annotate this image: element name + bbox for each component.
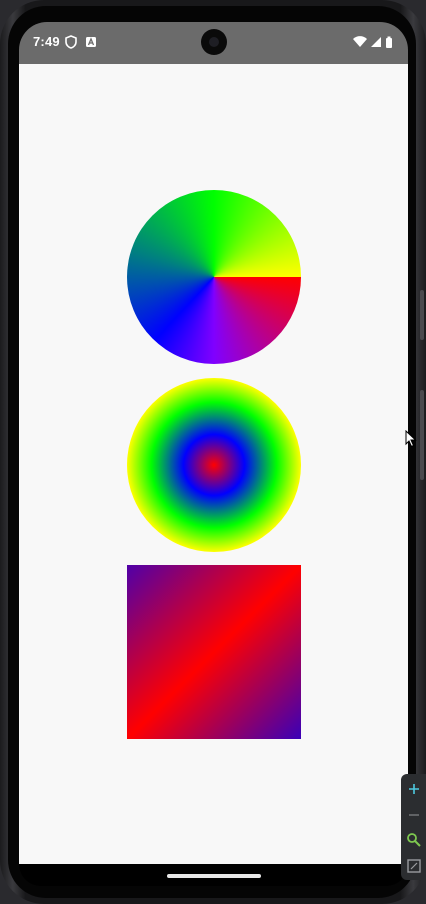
fit-screen-icon[interactable]: [405, 857, 423, 875]
zoom-in-icon[interactable]: [405, 780, 423, 798]
front-camera: [201, 29, 227, 55]
shield-icon: [65, 35, 77, 49]
home-gesture-bar[interactable]: [167, 874, 261, 878]
mouse-cursor-icon: [405, 429, 417, 448]
power-button: [420, 290, 424, 340]
navigation-bar: [19, 864, 408, 886]
linear-gradient-square: [127, 565, 301, 739]
magnifier-icon[interactable]: [405, 831, 423, 849]
volume-button: [420, 390, 424, 480]
status-right-icons: [352, 35, 394, 49]
status-time: 7:49: [33, 34, 60, 49]
radial-gradient-circle: [127, 378, 301, 552]
a-icon: [85, 35, 97, 49]
app-screen: [19, 64, 408, 864]
wifi-icon: [353, 36, 367, 47]
battery-icon: [386, 36, 392, 48]
emulator-zoom-panel: [401, 774, 426, 880]
status-bar: 7:49: [19, 22, 408, 64]
zoom-out-icon[interactable]: [405, 806, 423, 824]
sweep-gradient-circle: [127, 190, 301, 364]
signal-icon: [371, 37, 381, 47]
